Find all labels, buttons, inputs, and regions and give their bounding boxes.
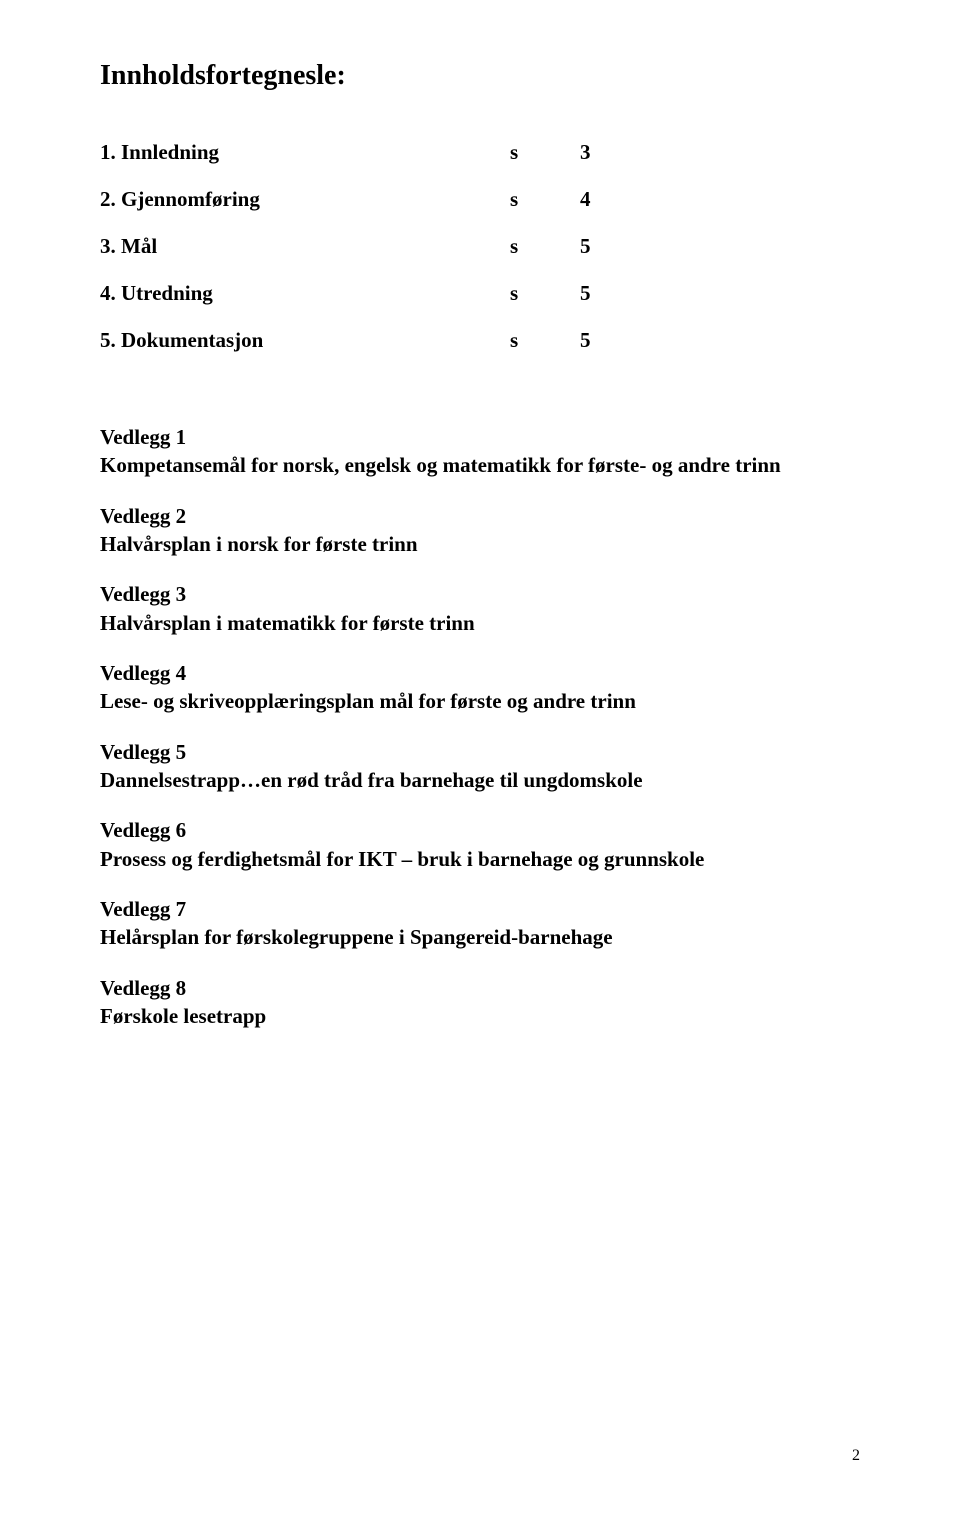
attachment-title: Vedlegg 1 <box>100 423 860 451</box>
attachment-title: Vedlegg 5 <box>100 738 860 766</box>
toc-s: s <box>510 187 580 212</box>
toc-s: s <box>510 281 580 306</box>
toc-s: s <box>510 140 580 165</box>
toc-page: 5 <box>580 281 620 306</box>
toc-label: 2. Gjennomføring <box>100 187 510 212</box>
attachment-title: Vedlegg 6 <box>100 816 860 844</box>
attachment-item: Vedlegg 4 Lese- og skriveopplæringsplan … <box>100 659 860 716</box>
attachment-title: Vedlegg 3 <box>100 580 860 608</box>
attachment-desc: Helårsplan for førskolegruppene i Spange… <box>100 923 860 951</box>
attachment-item: Vedlegg 6 Prosess og ferdighetsmål for I… <box>100 816 860 873</box>
attachment-item: Vedlegg 5 Dannelsestrapp…en rød tråd fra… <box>100 738 860 795</box>
toc-s: s <box>510 328 580 353</box>
attachment-desc: Førskole lesetrapp <box>100 1002 860 1030</box>
attachment-desc: Lese- og skriveopplæringsplan mål for fø… <box>100 687 860 715</box>
attachment-item: Vedlegg 3 Halvårsplan i matematikk for f… <box>100 580 860 637</box>
attachment-title: Vedlegg 2 <box>100 502 860 530</box>
toc-label: 5. Dokumentasjon <box>100 328 510 353</box>
attachment-desc: Kompetansemål for norsk, engelsk og mate… <box>100 451 860 479</box>
attachment-title: Vedlegg 4 <box>100 659 860 687</box>
toc-item: 2. Gjennomføring s 4 <box>100 187 860 212</box>
toc-page: 5 <box>580 328 620 353</box>
page-title: Innholdsfortegnesle: <box>100 60 860 92</box>
toc-s: s <box>510 234 580 259</box>
attachment-desc: Halvårsplan i norsk for første trinn <box>100 530 860 558</box>
toc-item: 3. Mål s 5 <box>100 234 860 259</box>
toc-page: 5 <box>580 234 620 259</box>
toc-item: 5. Dokumentasjon s 5 <box>100 328 860 353</box>
toc-label: 4. Utredning <box>100 281 510 306</box>
toc-list: 1. Innledning s 3 2. Gjennomføring s 4 3… <box>100 140 860 353</box>
toc-label: 3. Mål <box>100 234 510 259</box>
toc-page: 4 <box>580 187 620 212</box>
toc-item: 1. Innledning s 3 <box>100 140 860 165</box>
attachment-item: Vedlegg 1 Kompetansemål for norsk, engel… <box>100 423 860 480</box>
attachment-desc: Dannelsestrapp…en rød tråd fra barnehage… <box>100 766 860 794</box>
toc-item: 4. Utredning s 5 <box>100 281 860 306</box>
attachment-desc: Halvårsplan i matematikk for første trin… <box>100 609 860 637</box>
page-number: 2 <box>852 1447 860 1465</box>
attachment-title: Vedlegg 7 <box>100 895 860 923</box>
attachments-list: Vedlegg 1 Kompetansemål for norsk, engel… <box>100 423 860 1031</box>
toc-label: 1. Innledning <box>100 140 510 165</box>
attachment-item: Vedlegg 7 Helårsplan for førskolegruppen… <box>100 895 860 952</box>
attachment-title: Vedlegg 8 <box>100 974 860 1002</box>
attachment-item: Vedlegg 2 Halvårsplan i norsk for første… <box>100 502 860 559</box>
attachment-item: Vedlegg 8 Førskole lesetrapp <box>100 974 860 1031</box>
attachment-desc: Prosess og ferdighetsmål for IKT – bruk … <box>100 845 860 873</box>
toc-page: 3 <box>580 140 620 165</box>
